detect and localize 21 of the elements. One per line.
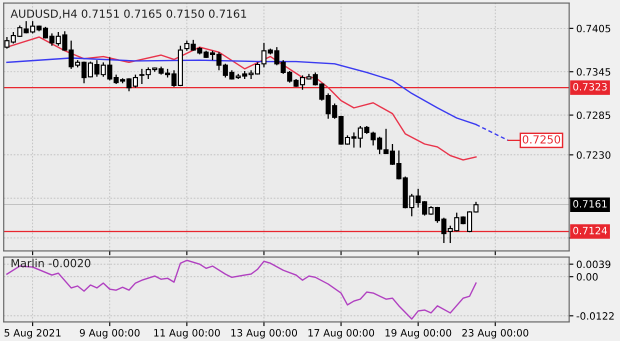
- y-tick-label: 0.00: [576, 273, 598, 281]
- ref-line-label: 0.7161: [573, 200, 607, 208]
- y-tick-label: 0.7405: [576, 24, 610, 32]
- chart-title: Marlin -0.0020: [12, 258, 90, 268]
- x-tick-label: 9 Aug 00:00: [80, 329, 140, 339]
- y-tick-label: 0.7345: [576, 68, 610, 76]
- annotation: 0.7250: [522, 135, 560, 144]
- x-tick-label: 5 Aug 2021: [4, 329, 61, 339]
- x-tick-label: 23 Aug 00:00: [462, 329, 528, 339]
- x-tick-label: 19 Aug 00:00: [386, 329, 452, 339]
- line-series: [6, 260, 477, 320]
- ref-line-label: 0.7323: [573, 82, 607, 91]
- text: AUDUSD,H4 0.7151 0.7165 0.7150 0.7161: [10, 9, 246, 19]
- x-tick-label: 17 Aug 00:00: [308, 329, 374, 339]
- ref-line-label: 0.7124: [573, 226, 607, 234]
- y-tick-label: 0.7285: [576, 111, 610, 120]
- y-tick-label: -0.0122: [576, 312, 614, 320]
- x-tick-label: 11 Aug 00:00: [154, 329, 220, 339]
- x-tick-label: 13 Aug 00:00: [231, 329, 297, 339]
- y-tick-label: 0.0039: [576, 260, 610, 268]
- y-tick-label: 0.7230: [576, 151, 610, 159]
